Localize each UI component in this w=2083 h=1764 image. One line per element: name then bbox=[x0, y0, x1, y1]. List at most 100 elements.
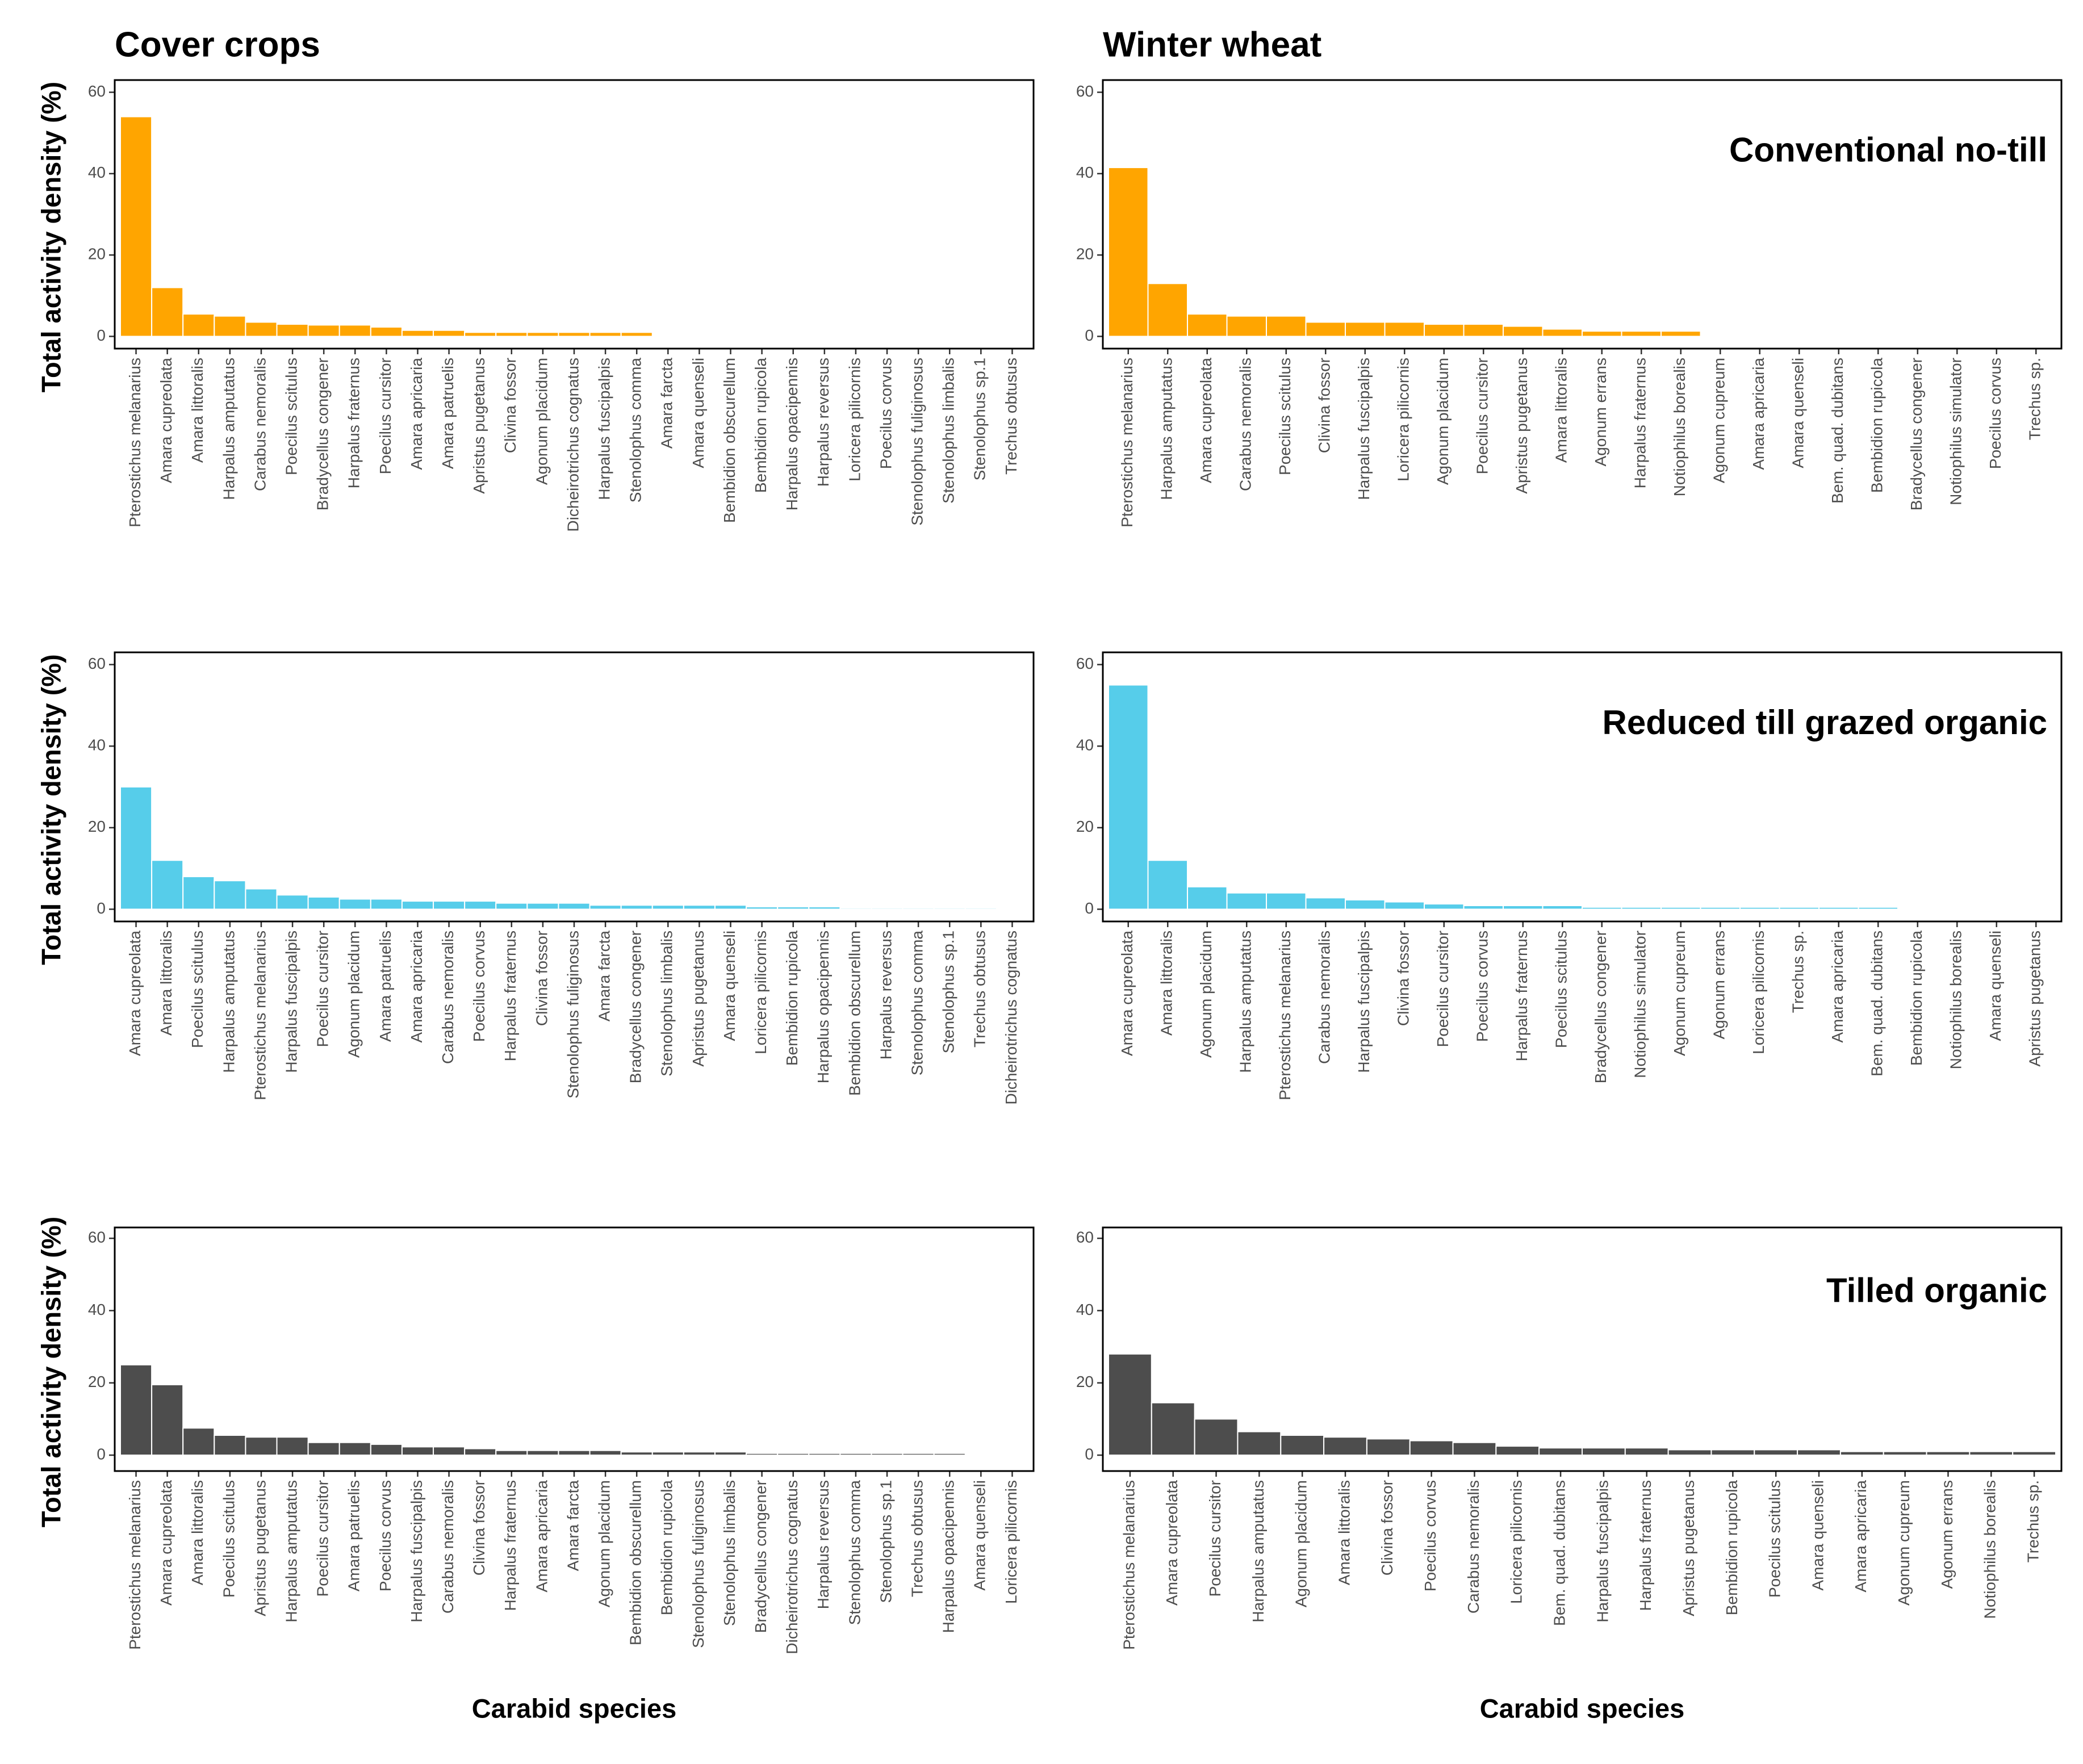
x-tick-label: Clivina fossor bbox=[533, 931, 550, 1026]
x-tick-label: Agonum errans bbox=[1592, 358, 1609, 466]
x-tick-label: Amara quenseli bbox=[689, 358, 707, 468]
bar bbox=[245, 1436, 278, 1456]
x-tick-label: Bem. quad. dubitans bbox=[1868, 931, 1886, 1076]
bar bbox=[1839, 1451, 1884, 1456]
bar bbox=[1345, 899, 1386, 910]
bar bbox=[1366, 1438, 1411, 1456]
y-tick-label: 20 bbox=[88, 245, 106, 263]
x-tick-label: Amara quenseli bbox=[1809, 1480, 1826, 1591]
bar bbox=[433, 1446, 466, 1456]
x-tick-label: Stenolophus fuliginosus bbox=[689, 1480, 707, 1648]
bar bbox=[370, 898, 403, 910]
x-tick-label: Carabus nemoralis bbox=[1237, 358, 1254, 491]
bar bbox=[2012, 1451, 2057, 1456]
plot-frame bbox=[1102, 79, 2063, 350]
bar bbox=[1858, 906, 1898, 910]
y-axis-label: Total activity density (%) bbox=[36, 82, 66, 393]
x-tick-label: Loricera pilicornis bbox=[1508, 1480, 1525, 1604]
x-tick-label: Poecilus cursitor bbox=[1434, 931, 1452, 1047]
x-tick-label: Amara cupreolata bbox=[1163, 1480, 1181, 1606]
x-tick-label: Trechus sp. bbox=[2024, 1480, 2042, 1562]
x-tick-label: Amara apricaria bbox=[408, 931, 425, 1043]
x-tick-label: Poecilus scitulus bbox=[1766, 1480, 1784, 1598]
bar bbox=[1667, 1449, 1712, 1456]
x-tick-label: Harpalus fraternus bbox=[1637, 1480, 1654, 1611]
x-tick-label: Poecilus scitulus bbox=[1553, 931, 1570, 1048]
bar bbox=[777, 1452, 810, 1456]
x-tick-label: Poecilus cursitor bbox=[377, 358, 394, 474]
x-tick-label: Bembidion rupicola bbox=[1723, 1480, 1741, 1616]
x-tick-label: Harpalus reversus bbox=[877, 931, 894, 1059]
bar bbox=[495, 332, 528, 337]
x-tick-label: Stenolophus limbalis bbox=[940, 358, 957, 504]
x-tick-label: Poecilus corvus bbox=[877, 358, 894, 469]
bar bbox=[746, 906, 779, 910]
x-tick-label: Agonum cupreum bbox=[1671, 931, 1688, 1056]
x-tick-label: Bembidion obscurellum bbox=[846, 931, 863, 1096]
x-tick-label: Apristus pugetanus bbox=[251, 1480, 269, 1616]
x-tick-label: Amara apricaria bbox=[1829, 931, 1846, 1043]
bar bbox=[151, 1384, 184, 1456]
bar bbox=[871, 1452, 904, 1456]
x-tick-label: Bembidion rupicola bbox=[783, 931, 801, 1066]
y-tick-label: 0 bbox=[1085, 1445, 1094, 1463]
bar bbox=[1624, 1447, 1669, 1456]
bar bbox=[464, 1448, 497, 1456]
bar bbox=[526, 902, 559, 910]
bar bbox=[464, 332, 497, 337]
x-tick-label: Pterostichus melanarius bbox=[126, 1480, 144, 1650]
x-tick-label: Amara quenseli bbox=[721, 931, 738, 1041]
bar bbox=[1237, 1431, 1282, 1456]
bar bbox=[370, 326, 403, 337]
bar bbox=[1503, 904, 1544, 910]
bar bbox=[1463, 324, 1504, 337]
bar bbox=[808, 1452, 841, 1456]
x-tick-label: Bradycellus congener bbox=[314, 358, 332, 510]
bar bbox=[558, 1449, 591, 1456]
bar bbox=[1582, 330, 1622, 337]
panel-annotation: Tilled organic bbox=[1826, 1272, 2047, 1310]
x-tick-label: Harpalus fuscipalpis bbox=[1355, 358, 1373, 500]
y-tick-label: 60 bbox=[1076, 1228, 1094, 1246]
bar bbox=[620, 332, 653, 337]
bar bbox=[151, 287, 184, 337]
bar bbox=[620, 1451, 653, 1456]
bar bbox=[276, 324, 309, 337]
x-tick-label: Harpalus fraternus bbox=[345, 358, 363, 488]
y-tick-label: 20 bbox=[88, 818, 106, 835]
x-tick-label: Pterostichus melanarius bbox=[1276, 931, 1294, 1100]
x-tick-label: Harpalus reversus bbox=[814, 358, 832, 487]
x-tick-label: Harpalus amputatus bbox=[1158, 358, 1176, 500]
bar bbox=[1345, 321, 1386, 337]
bar bbox=[1151, 1402, 1195, 1456]
bar bbox=[589, 332, 622, 337]
x-tick-label: Amara patruelis bbox=[439, 358, 457, 469]
x-tick-label: Amara cupreolata bbox=[157, 1480, 175, 1606]
x-tick-label: Bembidion rupicola bbox=[1908, 931, 1925, 1066]
plot-frame bbox=[114, 1226, 1035, 1472]
panel-annotation: Conventional no-till bbox=[1729, 131, 2047, 169]
x-tick-label: Apristus pugetanus bbox=[1513, 358, 1530, 494]
bar bbox=[871, 907, 904, 910]
x-tick-label: Clivina fossor bbox=[501, 358, 519, 453]
x-tick-label: Amara littoralis bbox=[189, 358, 206, 463]
x-tick-label: Amara farcta bbox=[595, 931, 613, 1022]
x-tick-label: Pterostichus melanarius bbox=[126, 358, 144, 527]
x-tick-label: Amara cupreolata bbox=[1197, 358, 1215, 483]
x-tick-label: Poecilus scitulus bbox=[189, 931, 206, 1048]
plot-frame bbox=[114, 651, 1035, 923]
x-tick-label: Poecilus cursitor bbox=[1206, 1480, 1224, 1597]
bar bbox=[839, 907, 872, 910]
x-tick-label: Trechus obtusus bbox=[971, 931, 989, 1047]
bar bbox=[1582, 906, 1622, 910]
bar bbox=[1323, 1436, 1367, 1456]
bar bbox=[151, 860, 184, 910]
bar bbox=[1582, 1447, 1626, 1456]
x-tick-label: Harpalus fuscipalpis bbox=[1593, 1480, 1611, 1623]
x-tick-label: Amara littoralis bbox=[1335, 1480, 1353, 1585]
x-tick-label: Amara quenseli bbox=[1986, 931, 2004, 1041]
bar bbox=[495, 1449, 528, 1456]
x-tick-label: Amara littoralis bbox=[189, 1480, 206, 1585]
x-tick-label: Amara quenseli bbox=[971, 1480, 989, 1591]
x-tick-label: Amara littoralis bbox=[157, 931, 175, 1036]
